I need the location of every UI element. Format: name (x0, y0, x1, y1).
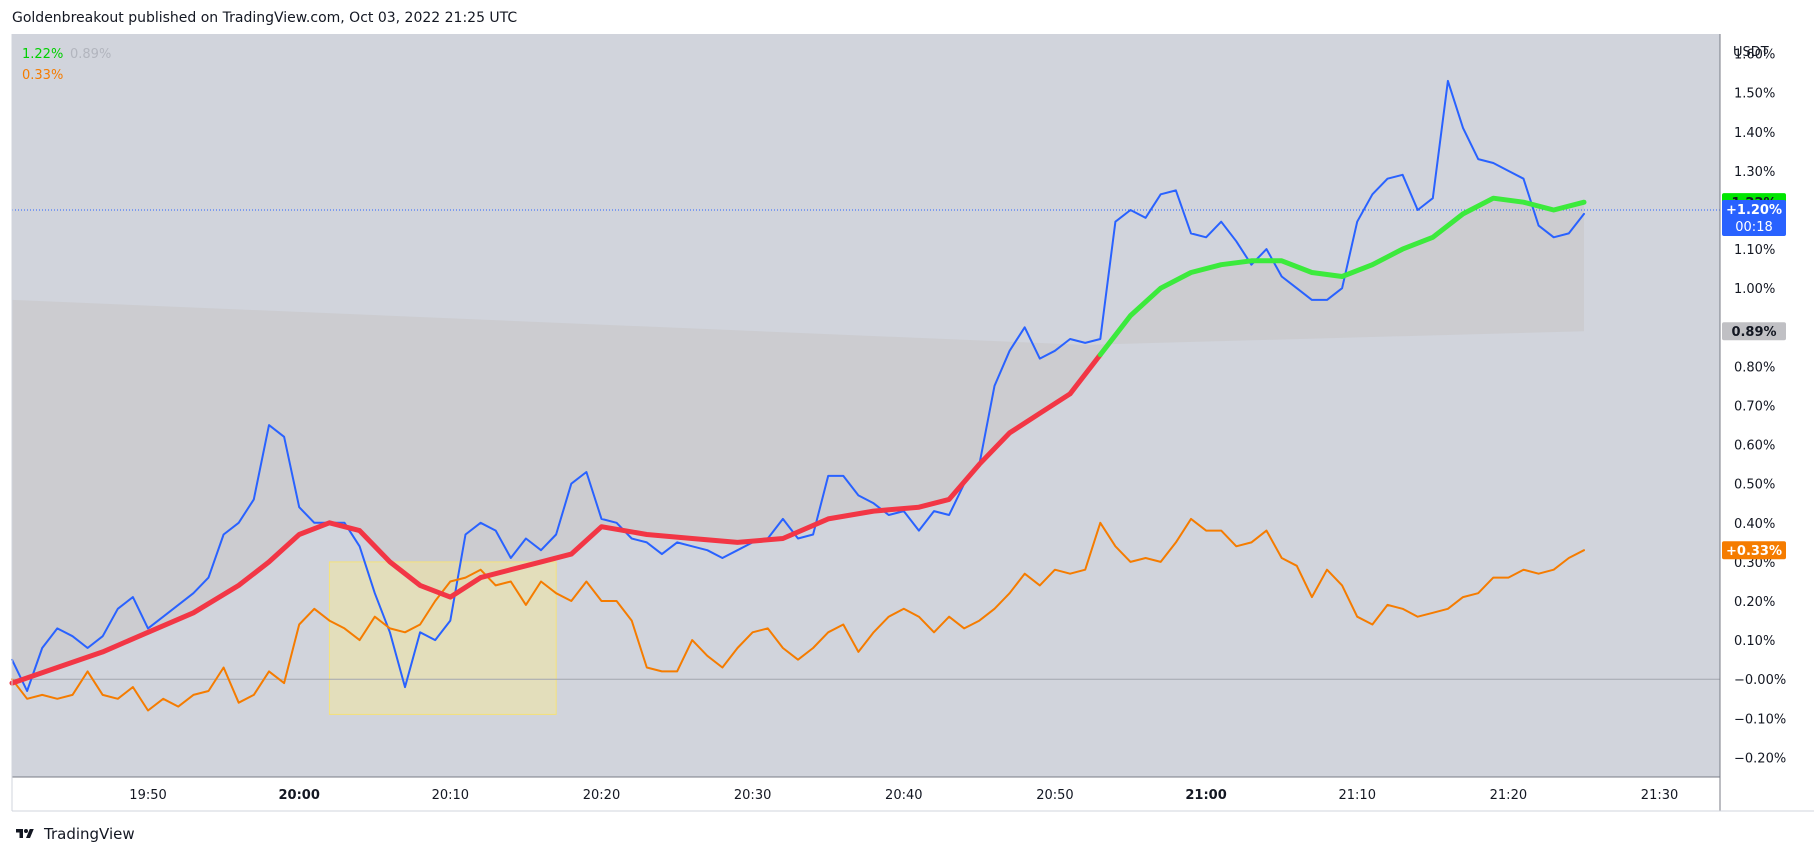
legend-entry: 0.89% (70, 47, 111, 62)
price-badge (1722, 199, 1786, 236)
y-tick-label: 0.30% (1734, 556, 1775, 571)
x-tick-label: 20:50 (1036, 788, 1073, 803)
y-tick-label: 0.60% (1734, 439, 1775, 454)
publish-caption: Goldenbreakout published on TradingView.… (12, 10, 518, 26)
price-badge (1722, 541, 1786, 560)
y-tick-label: 1.60% (1734, 48, 1775, 63)
y-tick-label: 0.80% (1734, 360, 1775, 375)
highlight-rectangle[interactable] (328, 561, 557, 715)
currency-label: USDT (1733, 45, 1769, 60)
y-tick-label: 0.20% (1734, 595, 1775, 610)
price-badge-countdown: 00:18 (1735, 220, 1772, 235)
x-tick-label: 20:30 (734, 788, 771, 803)
x-tick-label: 20:40 (885, 788, 922, 803)
y-tick-label: 0.50% (1734, 478, 1775, 493)
x-tick-label: 20:20 (583, 788, 620, 803)
x-tick-label: 21:00 (1185, 788, 1226, 803)
price-badge-value: 0.89% (1731, 325, 1776, 340)
legend-entry: 1.22% (22, 47, 63, 62)
series-line-1 (11, 517, 1585, 712)
y-tick-label: 1.00% (1734, 282, 1775, 297)
footer-branding: TradingView (12, 823, 135, 845)
y-tick-label: −0.20% (1734, 751, 1786, 766)
x-tick-label: 20:00 (278, 788, 319, 803)
x-tick-label: 21:30 (1641, 788, 1678, 803)
y-tick-label: 1.10% (1734, 243, 1775, 258)
series-line-3 (1097, 195, 1587, 358)
price-badge-value: +1.20% (1726, 203, 1782, 218)
y-tick-label: 1.50% (1734, 87, 1775, 102)
y-tick-label: 1.30% (1734, 165, 1775, 180)
brand-name: TradingView (44, 825, 135, 843)
x-tick-label: 21:20 (1490, 788, 1527, 803)
x-tick-label: 19:50 (129, 788, 166, 803)
y-tick-label: −0.00% (1734, 673, 1786, 688)
y-tick-label: 0.40% (1734, 517, 1775, 532)
legend-entry: 0.33% (22, 68, 63, 83)
y-tick-label: 1.40% (1734, 126, 1775, 141)
tradingview-logo-icon (16, 829, 34, 838)
price-badge (1722, 322, 1786, 341)
y-tick-label: −0.10% (1734, 712, 1786, 727)
price-badge-value: +0.33% (1726, 544, 1782, 559)
series-line-2 (9, 352, 1103, 686)
x-tick-label: 21:10 (1339, 788, 1376, 803)
series-line-0 (11, 79, 1585, 692)
y-tick-label: 0.10% (1734, 634, 1775, 649)
price-axis-bg (1720, 34, 1814, 777)
y-tick-label: 0.70% (1734, 400, 1775, 415)
x-tick-label: 20:10 (432, 788, 469, 803)
